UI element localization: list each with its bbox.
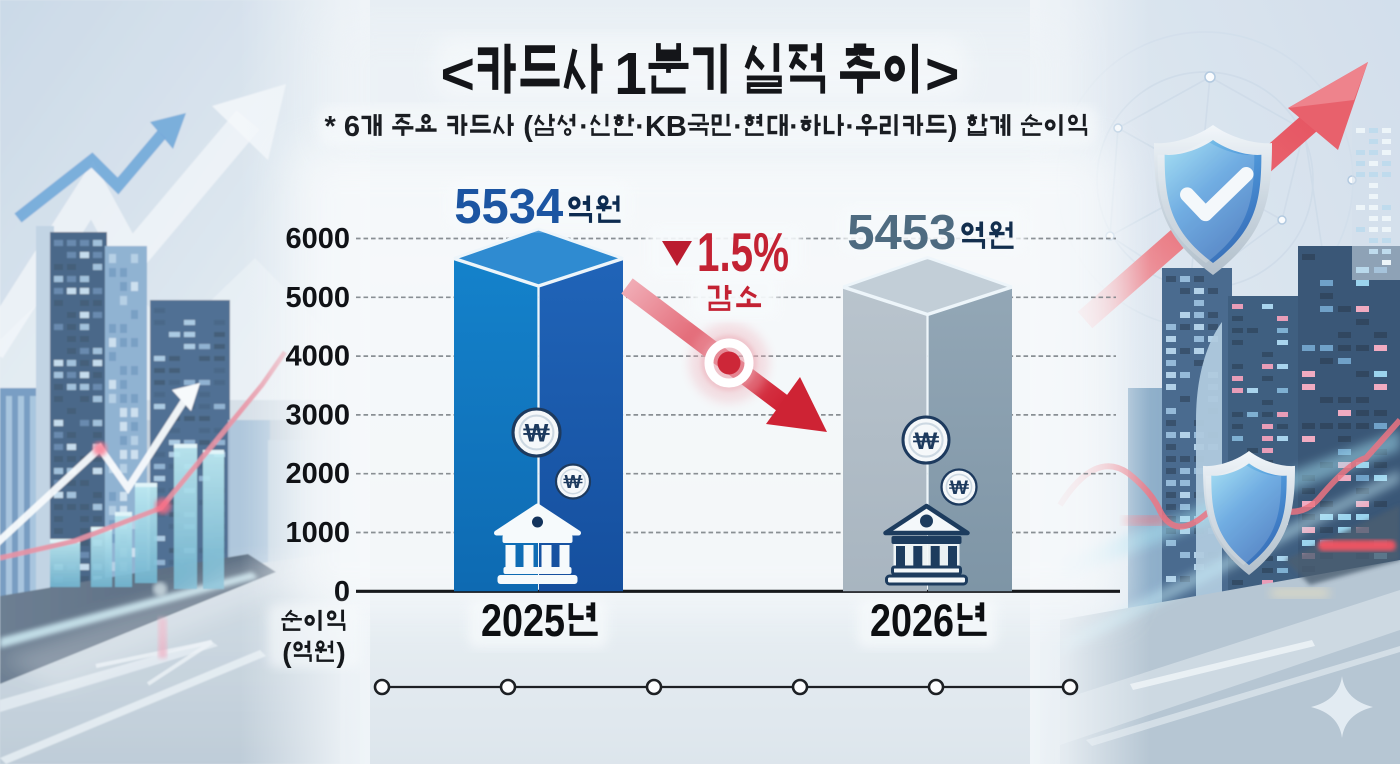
svg-text:·: · [733,111,743,143]
svg-text:1: 1 [614,41,647,107]
svg-text:2026: 2026 [870,595,954,646]
svg-text:3000: 3000 [285,399,350,431]
svg-text:0: 0 [334,576,350,608]
svg-text:·KB: ·KB [635,111,687,143]
svg-text:6000: 6000 [285,223,350,255]
svg-text:2025: 2025 [481,595,565,646]
svg-text:): ) [336,637,345,668]
svg-text:2000: 2000 [285,458,350,490]
svg-text:5453: 5453 [847,206,956,260]
svg-text:(: ( [523,111,533,143]
svg-text:5534: 5534 [454,180,563,234]
svg-text:·: · [845,111,855,143]
svg-text:): ) [948,111,958,143]
svg-text:1000: 1000 [285,517,350,549]
svg-text:1.5%: 1.5% [697,221,789,283]
svg-text:·: · [579,111,589,143]
svg-text:* 6: * 6 [325,111,360,143]
svg-text:4000: 4000 [285,341,350,373]
svg-text:>: > [925,41,959,107]
svg-text:(: ( [282,637,292,668]
svg-text:5000: 5000 [285,282,350,314]
svg-text:·: · [789,111,799,143]
svg-text:<: < [441,41,475,107]
